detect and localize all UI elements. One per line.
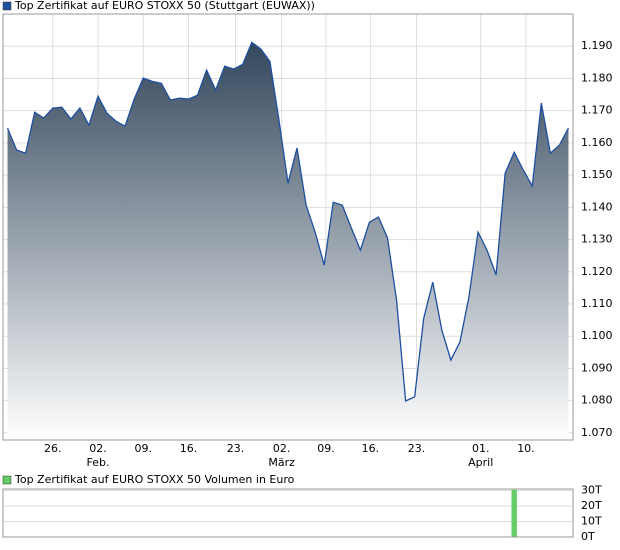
legend-label: Top Zertifikat auf EURO STOXX 50 Volumen… <box>14 473 295 486</box>
x-tick-label: 16. <box>362 442 380 455</box>
x-tick-label: 23. <box>227 442 245 455</box>
area-fill <box>7 42 569 441</box>
y-tick-label: 1.150 <box>581 168 613 181</box>
x-tick-label: 09. <box>317 442 335 455</box>
y-tick-label: 1.100 <box>581 329 613 342</box>
legend-swatch <box>2 475 12 485</box>
x-tick-label: 02. <box>273 442 291 455</box>
plot-area <box>2 488 574 538</box>
x-tick-label: 09. <box>134 442 152 455</box>
volume-bar <box>511 489 517 537</box>
x-tick-label: 16. <box>180 442 198 455</box>
x-tick-label: 01. <box>472 442 490 455</box>
price-line <box>6 41 570 402</box>
y-tick-label: 1.140 <box>581 200 613 213</box>
y-tick-label: 0T <box>581 530 595 543</box>
y-tick-label: 1.130 <box>581 233 613 246</box>
legend-label: Top Zertifikat auf EURO STOXX 50 (Stuttg… <box>14 0 315 12</box>
y-tick-label: 1.170 <box>581 104 613 117</box>
y-tick-label: 30T <box>581 484 602 497</box>
y-tick-label: 1.080 <box>581 394 613 407</box>
x-tick-label: 23. <box>408 442 426 455</box>
x-tick-label: 02. <box>89 442 107 455</box>
x-month-label: April <box>468 456 493 469</box>
y-tick-label: 1.090 <box>581 361 613 374</box>
y-tick-label: 10T <box>581 515 602 528</box>
plot-frame <box>2 13 574 441</box>
y-tick-label: 1.180 <box>581 71 613 84</box>
y-tick-label: 1.160 <box>581 136 613 149</box>
x-month-label: Feb. <box>87 456 110 469</box>
x-month-label: März <box>268 456 295 469</box>
y-tick-label: 20T <box>581 499 602 512</box>
y-tick-label: 1.070 <box>581 426 613 439</box>
x-tick-label: 10. <box>517 442 535 455</box>
plot-frame <box>2 488 574 538</box>
y-tick-label: 1.190 <box>581 39 613 52</box>
legend-swatch <box>2 1 12 11</box>
x-tick-label: 26. <box>44 442 62 455</box>
y-tick-label: 1.110 <box>581 297 613 310</box>
y-tick-label: 1.120 <box>581 265 613 278</box>
